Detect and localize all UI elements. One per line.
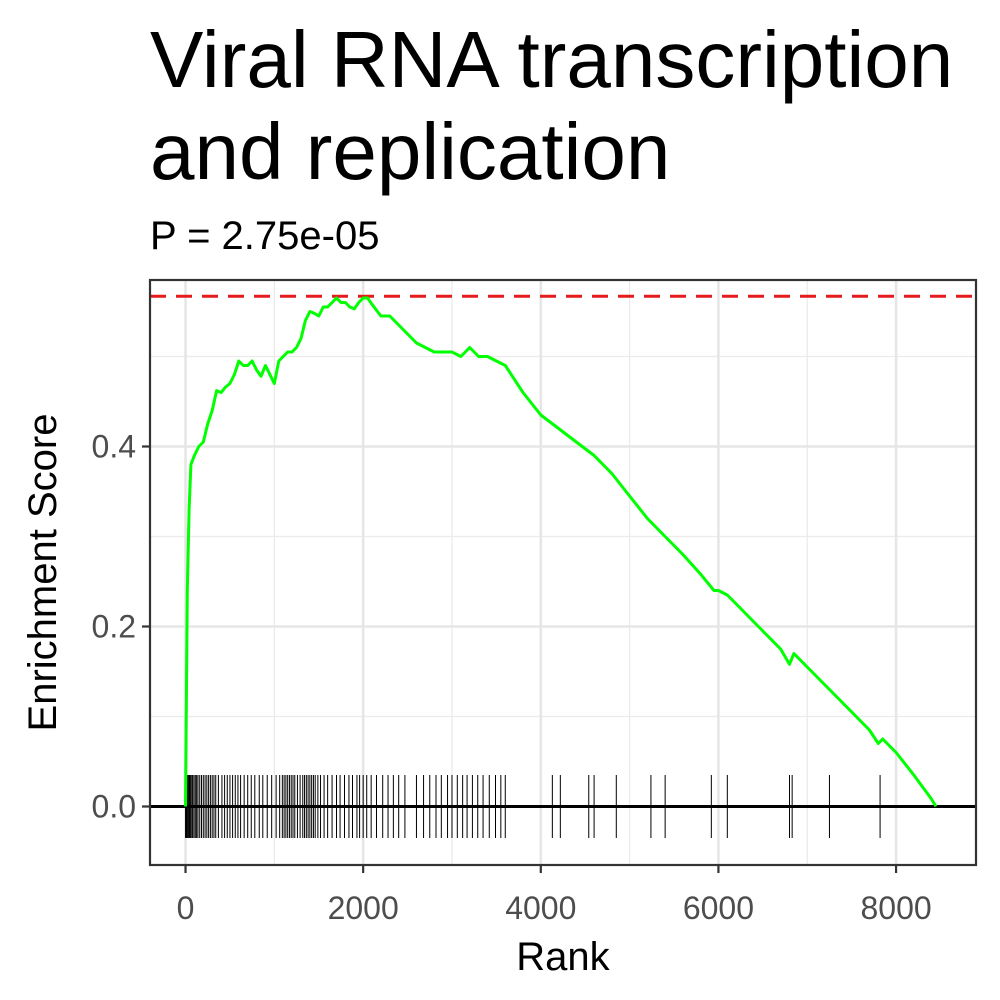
y-tick-label: 0.2 [92, 609, 136, 645]
x-tick-label: 2000 [328, 890, 399, 926]
chart-title-line-2: and replication [150, 107, 671, 196]
minor-grid [150, 280, 976, 865]
y-axis: 0.0 0.2 0.4 [92, 429, 150, 825]
panel-border [148, 278, 978, 867]
y-tick-label: 0.4 [92, 429, 136, 465]
chart-subtitle: P = 2.75e-05 [150, 214, 380, 258]
chart-title: Viral RNA transcription and replication [150, 14, 953, 198]
enrichment-score-line [184, 296, 938, 808]
x-tick-label: 0 [177, 890, 195, 926]
x-tick-label: 8000 [860, 890, 931, 926]
y-axis-label: Enrichment Score [21, 414, 65, 732]
x-tick-label: 4000 [505, 890, 576, 926]
chart-title-line-1: Viral RNA transcription [150, 15, 954, 104]
y-tick-label: 0.0 [92, 789, 136, 825]
x-tick-label: 6000 [683, 890, 754, 926]
x-axis-label: Rank [516, 935, 610, 979]
x-axis: 0 2000 4000 6000 8000 [177, 865, 932, 926]
